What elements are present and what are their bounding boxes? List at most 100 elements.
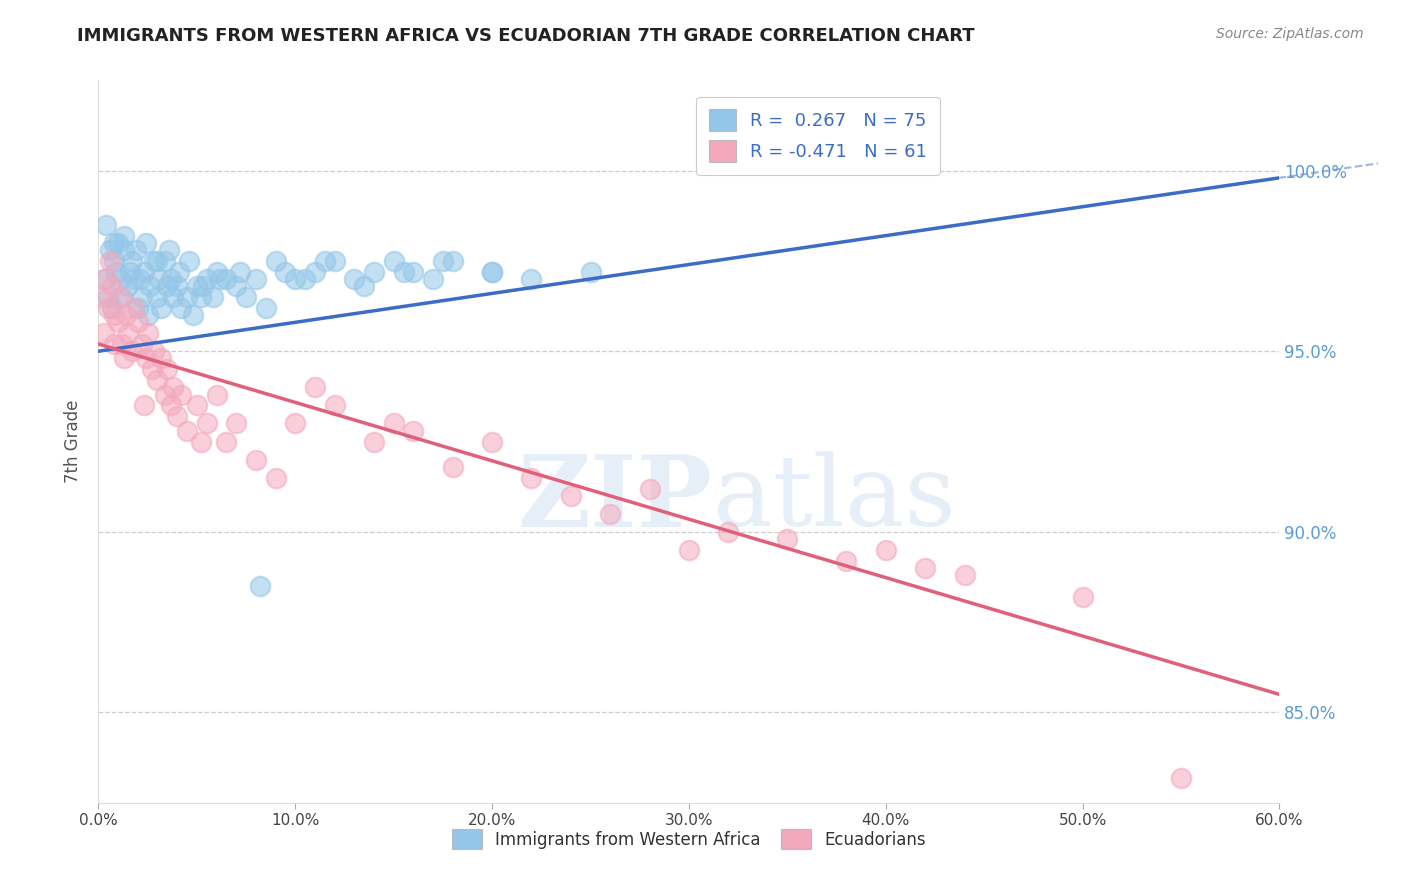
Point	[520, 471, 543, 485]
Point	[205, 387, 228, 401]
Point	[132, 399, 155, 413]
Point	[343, 272, 366, 286]
Text: atlas: atlas	[713, 451, 955, 547]
Point	[162, 380, 184, 394]
Point	[1071, 590, 1094, 604]
Point	[382, 417, 405, 431]
Point	[170, 387, 193, 401]
Point	[112, 228, 135, 243]
Point	[166, 279, 188, 293]
Point	[481, 265, 503, 279]
Point	[141, 362, 163, 376]
Point	[166, 409, 188, 424]
Point	[108, 272, 131, 286]
Point	[156, 279, 179, 293]
Point	[191, 279, 214, 293]
Point	[201, 290, 224, 304]
Point	[107, 235, 129, 250]
Point	[91, 290, 114, 304]
Point	[97, 290, 120, 304]
Point	[131, 337, 153, 351]
Point	[953, 568, 976, 582]
Point	[353, 279, 375, 293]
Point	[127, 315, 149, 329]
Point	[121, 254, 143, 268]
Point	[284, 417, 307, 431]
Point	[146, 290, 169, 304]
Point	[132, 265, 155, 279]
Point	[138, 279, 160, 293]
Text: Source: ZipAtlas.com: Source: ZipAtlas.com	[1216, 27, 1364, 41]
Point	[481, 265, 503, 279]
Point	[108, 290, 131, 304]
Point	[146, 254, 169, 268]
Point	[209, 272, 232, 286]
Point	[363, 265, 385, 279]
Point	[117, 279, 139, 293]
Point	[1170, 771, 1192, 785]
Point	[215, 434, 238, 449]
Point	[294, 272, 316, 286]
Point	[284, 272, 307, 286]
Point	[190, 434, 212, 449]
Point	[150, 301, 173, 315]
Point	[323, 254, 346, 268]
Point	[155, 254, 177, 268]
Point	[111, 290, 134, 304]
Point	[402, 265, 425, 279]
Point	[97, 301, 120, 315]
Point	[249, 579, 271, 593]
Point	[170, 301, 193, 315]
Point	[115, 308, 138, 322]
Point	[835, 554, 858, 568]
Point	[135, 351, 157, 366]
Point	[122, 301, 145, 315]
Point	[638, 482, 661, 496]
Point	[186, 399, 208, 413]
Point	[155, 387, 177, 401]
Point	[136, 308, 159, 322]
Point	[142, 344, 165, 359]
Text: IMMIGRANTS FROM WESTERN AFRICA VS ECUADORIAN 7TH GRADE CORRELATION CHART: IMMIGRANTS FROM WESTERN AFRICA VS ECUADO…	[77, 27, 974, 45]
Point	[205, 265, 228, 279]
Point	[103, 337, 125, 351]
Point	[131, 290, 153, 304]
Point	[93, 326, 115, 341]
Point	[323, 399, 346, 413]
Point	[96, 272, 118, 286]
Point	[177, 254, 200, 268]
Point	[225, 279, 247, 293]
Point	[264, 254, 287, 268]
Point	[382, 254, 405, 268]
Point	[118, 265, 141, 279]
Point	[560, 489, 582, 503]
Point	[776, 532, 799, 546]
Point	[441, 459, 464, 474]
Y-axis label: 7th Grade: 7th Grade	[65, 400, 83, 483]
Point	[103, 308, 125, 322]
Point	[121, 344, 143, 359]
Point	[128, 272, 150, 286]
Point	[112, 351, 135, 366]
Point	[481, 434, 503, 449]
Point	[432, 254, 454, 268]
Point	[160, 272, 183, 286]
Point	[914, 561, 936, 575]
Point	[125, 243, 148, 257]
Point	[229, 265, 252, 279]
Point	[392, 265, 415, 279]
Point	[156, 362, 179, 376]
Text: ZIP: ZIP	[517, 450, 713, 548]
Point	[195, 417, 218, 431]
Point	[101, 279, 124, 293]
Point	[157, 243, 180, 257]
Point	[103, 235, 125, 250]
Point	[245, 452, 267, 467]
Point	[93, 272, 115, 286]
Point	[105, 265, 128, 279]
Point	[111, 337, 134, 351]
Point	[875, 543, 897, 558]
Point	[225, 417, 247, 431]
Point	[245, 272, 267, 286]
Point	[135, 235, 157, 250]
